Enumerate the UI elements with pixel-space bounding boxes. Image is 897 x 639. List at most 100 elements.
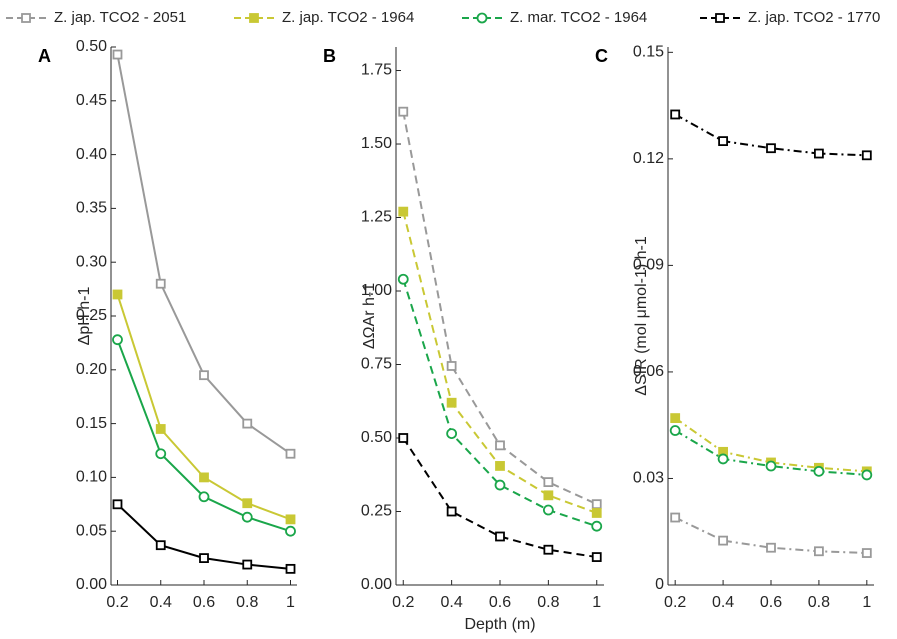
- y-tick-label: 1.50: [361, 135, 392, 152]
- marker: [591, 499, 602, 510]
- marker: [398, 206, 409, 217]
- marker: [446, 361, 457, 371]
- marker: [112, 289, 123, 300]
- marker: [241, 511, 253, 523]
- marker: [155, 424, 166, 434]
- marker: [670, 512, 681, 523]
- marker: [543, 544, 554, 555]
- marker: [397, 273, 409, 285]
- marker: [494, 479, 506, 491]
- y-tick-label: 0.25: [361, 503, 392, 520]
- marker: [242, 418, 253, 429]
- marker: [476, 12, 488, 24]
- y-tick-label: 0.50: [361, 429, 392, 446]
- marker: [249, 13, 259, 23]
- marker: [112, 499, 123, 510]
- x-tick-label: 0.8: [808, 594, 830, 611]
- marker: [398, 433, 409, 443]
- marker: [112, 49, 123, 60]
- marker: [155, 448, 167, 460]
- y-tick-label: 1.00: [361, 282, 392, 299]
- marker: [718, 535, 728, 546]
- marker: [670, 413, 681, 423]
- x-tick-label: 0.4: [712, 594, 734, 611]
- y-tick-label: 0.05: [76, 522, 107, 539]
- marker: [446, 397, 457, 408]
- marker: [285, 563, 296, 574]
- marker: [669, 425, 681, 436]
- x-tick-label: 0.8: [236, 594, 258, 611]
- y-tick-label: 0.00: [361, 576, 392, 593]
- series-line: [674, 516, 867, 555]
- marker: [543, 477, 554, 488]
- y-axis-label: ΔΩAr h-1: [361, 283, 378, 349]
- panel-label: B: [323, 46, 336, 66]
- marker: [446, 506, 457, 517]
- marker: [495, 440, 505, 451]
- y-tick-label: 0.00: [76, 576, 107, 593]
- marker: [112, 334, 123, 346]
- marker: [242, 498, 253, 509]
- marker: [670, 109, 681, 120]
- series-line: [674, 429, 867, 476]
- x-tick-label: 0.8: [537, 594, 559, 611]
- marker: [495, 531, 505, 542]
- marker: [766, 143, 776, 154]
- x-tick-label: 0.4: [441, 594, 463, 611]
- marker: [814, 148, 824, 159]
- x-tick-label: 0.2: [664, 594, 686, 611]
- marker: [198, 491, 210, 503]
- marker: [542, 504, 554, 516]
- series-line: [674, 417, 867, 473]
- marker: [199, 370, 209, 381]
- marker: [861, 150, 872, 161]
- y-tick-label: 0.03: [633, 470, 664, 487]
- marker: [591, 508, 602, 518]
- y-tick-label: 0.30: [76, 253, 107, 270]
- y-tick-label: 0.45: [76, 92, 107, 109]
- y-tick-label: 1.25: [361, 209, 392, 226]
- x-tick-label: 1: [286, 594, 295, 611]
- marker: [199, 472, 209, 483]
- marker: [813, 465, 825, 477]
- marker: [155, 540, 166, 551]
- marker: [398, 106, 409, 117]
- panel-label: C: [595, 46, 608, 66]
- marker: [717, 453, 729, 465]
- marker: [543, 490, 554, 501]
- marker: [155, 278, 166, 289]
- y-tick-label: 0.35: [76, 200, 107, 217]
- y-tick-label: 0.10: [76, 469, 107, 486]
- series-line: [402, 278, 598, 528]
- x-tick-label: 0.2: [106, 594, 128, 611]
- series-line: [402, 437, 597, 559]
- y-tick-label: 0.15: [76, 415, 107, 432]
- x-tick-label: 0.6: [760, 594, 782, 611]
- marker: [591, 520, 603, 532]
- x-axis-label: Depth (m): [464, 616, 535, 633]
- marker: [765, 460, 777, 472]
- marker: [861, 469, 873, 481]
- x-tick-label: 0.6: [489, 594, 511, 611]
- legend-label: Z. jap. TCO2 - 1770: [748, 9, 880, 26]
- y-tick-label: 1.75: [361, 62, 392, 79]
- marker: [766, 542, 776, 553]
- x-tick-label: 1: [592, 594, 601, 611]
- x-tick-label: 0.4: [150, 594, 172, 611]
- x-tick-label: 1: [862, 594, 871, 611]
- marker: [21, 13, 31, 23]
- y-tick-label: 0.09: [633, 257, 664, 274]
- marker: [814, 546, 824, 557]
- y-tick-label: 0.20: [76, 361, 107, 378]
- series-line: [116, 54, 292, 455]
- legend-label: Z. mar. TCO2 - 1964: [510, 9, 647, 26]
- y-tick-label: 0.12: [633, 150, 664, 167]
- marker: [718, 136, 728, 147]
- x-tick-label: 0.2: [392, 594, 414, 611]
- marker: [199, 553, 209, 563]
- y-tick-label: 0.50: [76, 38, 107, 55]
- marker: [242, 559, 253, 570]
- marker: [495, 461, 505, 471]
- legend-label: Z. jap. TCO2 - 1964: [282, 9, 414, 26]
